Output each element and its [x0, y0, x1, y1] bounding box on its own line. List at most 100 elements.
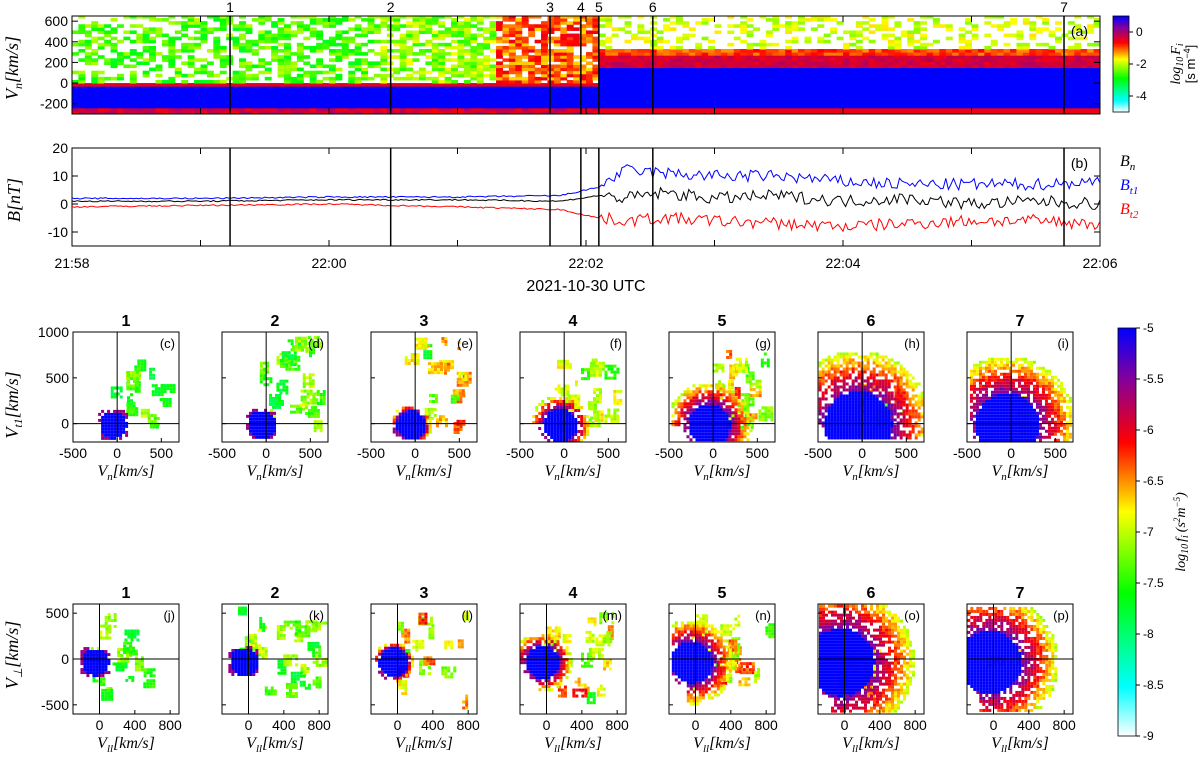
time-axis-label: 2021-10-30 UTC	[526, 278, 645, 295]
vdf-xtick-label: 400	[272, 717, 296, 733]
row2-ylabel: V⊥[km/s]	[2, 621, 25, 689]
event-marker-label: 2	[387, 0, 395, 15]
vdf-panel-title: 2	[271, 585, 280, 602]
vdf-xtick-label: 800	[307, 717, 331, 733]
ytick-a-label: 400	[45, 34, 69, 50]
vdf-xtick-label: 0	[841, 717, 849, 733]
vdf-ytick-label: -500	[41, 697, 69, 713]
vdf-panel-title: 6	[867, 585, 876, 602]
vdf-xlabel: Vn[km/s]	[246, 463, 303, 483]
vdf-xtick-label: 500	[597, 445, 621, 461]
vdf-panel-title: 7	[1016, 313, 1025, 330]
vdf-xtick-label: 500	[1044, 445, 1068, 461]
vdf-panel-letter: (f)	[610, 336, 622, 351]
vdf-xtick-label: -500	[357, 445, 385, 461]
vdf-panel-title: 6	[867, 313, 876, 330]
vdf-panel-letter: (l)	[461, 608, 473, 623]
colorbar-top-tick: -2	[1136, 57, 1147, 71]
vdf-xlabel: Vn[km/s]	[97, 463, 154, 483]
event-marker-label: 4	[577, 0, 585, 15]
vdf-panel-title: 1	[122, 585, 131, 602]
ytick-b-label: 20	[52, 140, 68, 156]
panel-b-ylabel: B[nT]	[4, 178, 24, 222]
panel-a-ylabel: Vn[km/s]	[2, 36, 25, 100]
vdf-xlabel: Vll[km/s]	[991, 735, 1049, 755]
colorbar-top-tick: 0	[1136, 25, 1143, 39]
vdf-panel-e: -500 0 500 3 (e) Vn[km/s]	[357, 313, 478, 483]
legend-bn: Bn	[1120, 153, 1136, 173]
xtick-time-label: 22:04	[825, 255, 860, 271]
vdf-panel-letter: (m)	[603, 608, 623, 623]
vdf-xtick-label: -500	[655, 445, 683, 461]
vdf-xtick-label: 0	[543, 717, 551, 733]
colorbar-bottom-label: log10fi(s2m−5)	[1172, 492, 1191, 572]
vdf-xtick-label: 800	[158, 717, 182, 733]
vdf-xtick-label: 800	[903, 717, 927, 733]
vdf-panel-f: -500 0 500 4 (f) Vn[km/s]	[506, 313, 627, 483]
ytick-b-label: 10	[52, 168, 68, 184]
ytick-b-label: -10	[48, 224, 68, 240]
vdf-panel-letter: (o)	[904, 608, 920, 623]
vdf-panel-letter: (e)	[457, 336, 473, 351]
vdf-xlabel: Vll[km/s]	[544, 735, 602, 755]
vdf-panel-title: 4	[569, 313, 578, 330]
vdf-xlabel: Vn[km/s]	[544, 463, 601, 483]
vdf-xtick-label: 400	[1017, 717, 1041, 733]
xtick-time-label: 22:00	[311, 255, 346, 271]
vdf-panel-h: -500 0 500 6 (h) Vn[km/s]	[804, 313, 925, 483]
vdf-panel-l: 0 400 800 3 (l) Vll[km/s]	[370, 585, 480, 755]
colorbar-bottom-tick: -5	[1143, 321, 1154, 335]
vdf-panel-title: 5	[718, 585, 727, 602]
ytick-a-label: 200	[45, 54, 69, 70]
vdf-xtick-label: 0	[858, 445, 866, 461]
legend-bt1: Bt1	[1120, 177, 1138, 197]
vdf-panel-letter: (c)	[160, 336, 175, 351]
vdf-xlabel: Vll[km/s]	[395, 735, 453, 755]
vdf-ytick-label: 1000	[38, 324, 69, 340]
vdf-panel-title: 1	[122, 313, 131, 330]
vdf-xtick-label: 0	[560, 445, 568, 461]
vdf-xtick-label: 0	[709, 445, 717, 461]
vdf-xtick-label: 500	[895, 445, 919, 461]
vdf-xtick-label: 800	[1052, 717, 1076, 733]
vdf-xlabel: Vll[km/s]	[693, 735, 751, 755]
vdf-xtick-label: 500	[448, 445, 472, 461]
colorbar-top-unit: [s m−4]	[1182, 45, 1198, 83]
colorbar-top: 0 -2 -4 log10Fi [s m−4]	[1112, 15, 1198, 113]
vdf-xtick-label: 0	[990, 717, 998, 733]
event-marker-label: 5	[595, 0, 603, 15]
vdf-xlabel: Vll[km/s]	[842, 735, 900, 755]
vdf-panel-n: 0 400 800 5 (n) Vll[km/s]	[668, 585, 778, 755]
vdf-panel-letter: (k)	[309, 608, 324, 623]
event-marker-label: 7	[1060, 0, 1068, 15]
vdf-panel-title: 4	[569, 585, 578, 602]
vdf-xtick-label: 0	[262, 445, 270, 461]
vdf-panel-g: -500 0 500 5 (g) Vn[km/s]	[655, 313, 776, 483]
vdf-xtick-label: 400	[570, 717, 594, 733]
colorbar-top-label: log10Fi	[1169, 43, 1186, 84]
vdf-panel-letter: (p)	[1053, 608, 1069, 623]
colorbar-top-tick: -4	[1136, 89, 1147, 103]
vdf-xtick-label: 0	[411, 445, 419, 461]
vdf-xlabel: Vll[km/s]	[246, 735, 304, 755]
colorbar-bottom-tick: -9	[1143, 729, 1154, 743]
vdf-xlabel: Vn[km/s]	[395, 463, 452, 483]
vdf-panel-j: 0 400 800 500 0 -500 1 (j) Vll[km/s]	[41, 585, 182, 755]
colorbar-bottom-tick: -6	[1143, 423, 1154, 437]
vdf-ytick-label: 0	[61, 651, 69, 667]
vdf-ytick-label: 0	[61, 416, 69, 432]
ytick-b-label: 0	[60, 196, 68, 212]
xtick-time-label: 22:02	[568, 255, 603, 271]
vdf-xtick-label: 400	[123, 717, 147, 733]
vdf-xtick-label: -500	[208, 445, 236, 461]
ytick-a-label: 600	[45, 13, 69, 29]
vdf-panel-title: 7	[1016, 585, 1025, 602]
vdf-xlabel: Vn[km/s]	[693, 463, 750, 483]
vdf-xtick-label: -500	[953, 445, 981, 461]
vdf-panel-o: 0 400 800 6 (o) Vll[km/s]	[817, 585, 927, 755]
vdf-xtick-label: 400	[719, 717, 743, 733]
vdf-panel-m: 0 400 800 4 (m) Vll[km/s]	[519, 585, 629, 755]
vdf-xtick-label: 400	[868, 717, 892, 733]
vdf-xtick-label: 500	[746, 445, 770, 461]
